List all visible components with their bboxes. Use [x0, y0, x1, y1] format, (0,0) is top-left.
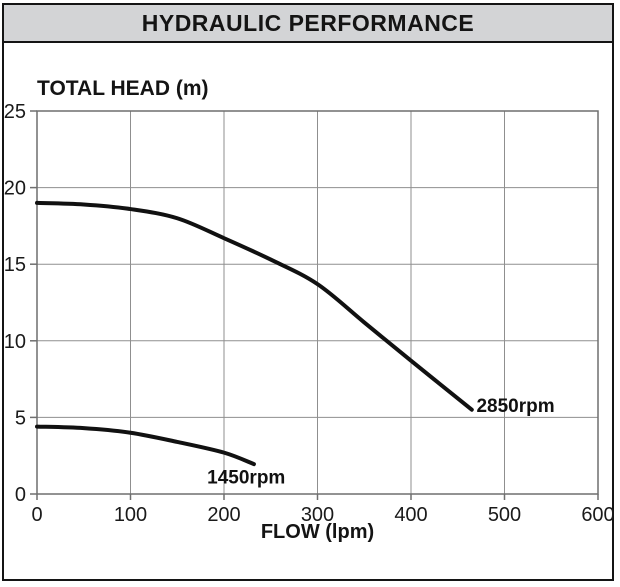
x-axis-title: FLOW (lpm) — [260, 521, 375, 543]
y-tick-label: 15 — [4, 254, 26, 276]
y-tick-label: 25 — [4, 101, 26, 123]
y-axis-title: TOTAL HEAD (m) — [37, 77, 209, 100]
curve-2850rpm — [35, 200, 474, 412]
curve-1450rpm — [35, 424, 256, 467]
panel-title: HYDRAULIC PERFORMANCE — [141, 9, 475, 36]
y-tick-label: 20 — [4, 178, 26, 200]
x-tick-label: 500 — [488, 504, 521, 526]
x-tick-label: 200 — [207, 504, 240, 526]
curve-label-1450rpm: 1450rpm — [207, 467, 285, 488]
y-tick-label: 10 — [4, 331, 26, 353]
y-tick-label: 0 — [15, 484, 26, 506]
x-tick-label: 0 — [31, 504, 42, 526]
x-tick-label: 100 — [114, 504, 147, 526]
panel: HYDRAULIC PERFORMANCE — [2, 3, 614, 581]
curve-label-2850rpm: 2850rpm — [476, 396, 554, 417]
x-tick-label: 300 — [301, 504, 334, 526]
title-bar: HYDRAULIC PERFORMANCE — [4, 5, 612, 43]
x-tick-label: 600 — [581, 504, 614, 526]
y-tick-label: 5 — [15, 407, 26, 429]
chart-canvas: 0 100 200 300 400 500 600 0 5 10 15 20 25 2850rpm 1450… — [4, 101, 615, 526]
x-tick-label: 400 — [394, 504, 427, 526]
